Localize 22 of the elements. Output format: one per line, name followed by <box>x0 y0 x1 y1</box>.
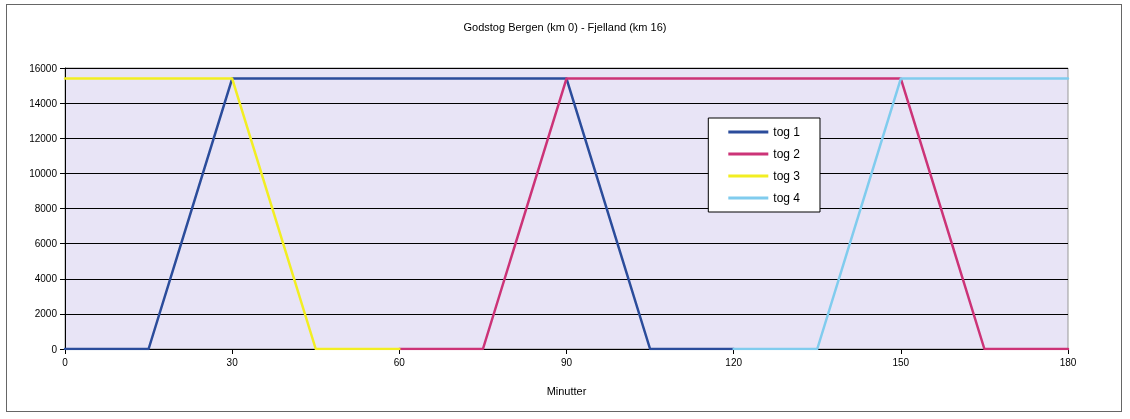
y-tick-label: 8000 <box>34 203 58 214</box>
y-tick-label: 16000 <box>29 62 58 74</box>
x-tick-label: 90 <box>560 356 573 368</box>
legend-label: tog 1 <box>773 125 801 139</box>
y-tick-label: 0 <box>51 343 58 355</box>
chart-title: Godstog Bergen (km 0) - Fjelland (km 16) <box>463 20 667 33</box>
x-axis-title: Minutter <box>546 384 587 397</box>
x-tick-label: 30 <box>226 356 239 368</box>
legend-label: tog 2 <box>773 147 801 161</box>
legend-label: tog 3 <box>773 169 801 183</box>
y-tick-label: 2000 <box>34 308 58 320</box>
x-tick-label: 180 <box>1059 356 1077 368</box>
y-tick-label: 12000 <box>29 132 58 144</box>
y-tick-label: 14000 <box>29 97 58 109</box>
x-tick-label: 150 <box>892 356 910 368</box>
x-tick-label: 60 <box>393 356 406 368</box>
legend-label: tog 4 <box>773 191 801 205</box>
y-tick-label: 6000 <box>34 238 58 250</box>
y-tick-label: 4000 <box>34 273 58 285</box>
x-tick-label: 120 <box>725 356 743 368</box>
x-tick-label: 0 <box>62 356 69 368</box>
y-tick-label: 10000 <box>29 167 58 179</box>
